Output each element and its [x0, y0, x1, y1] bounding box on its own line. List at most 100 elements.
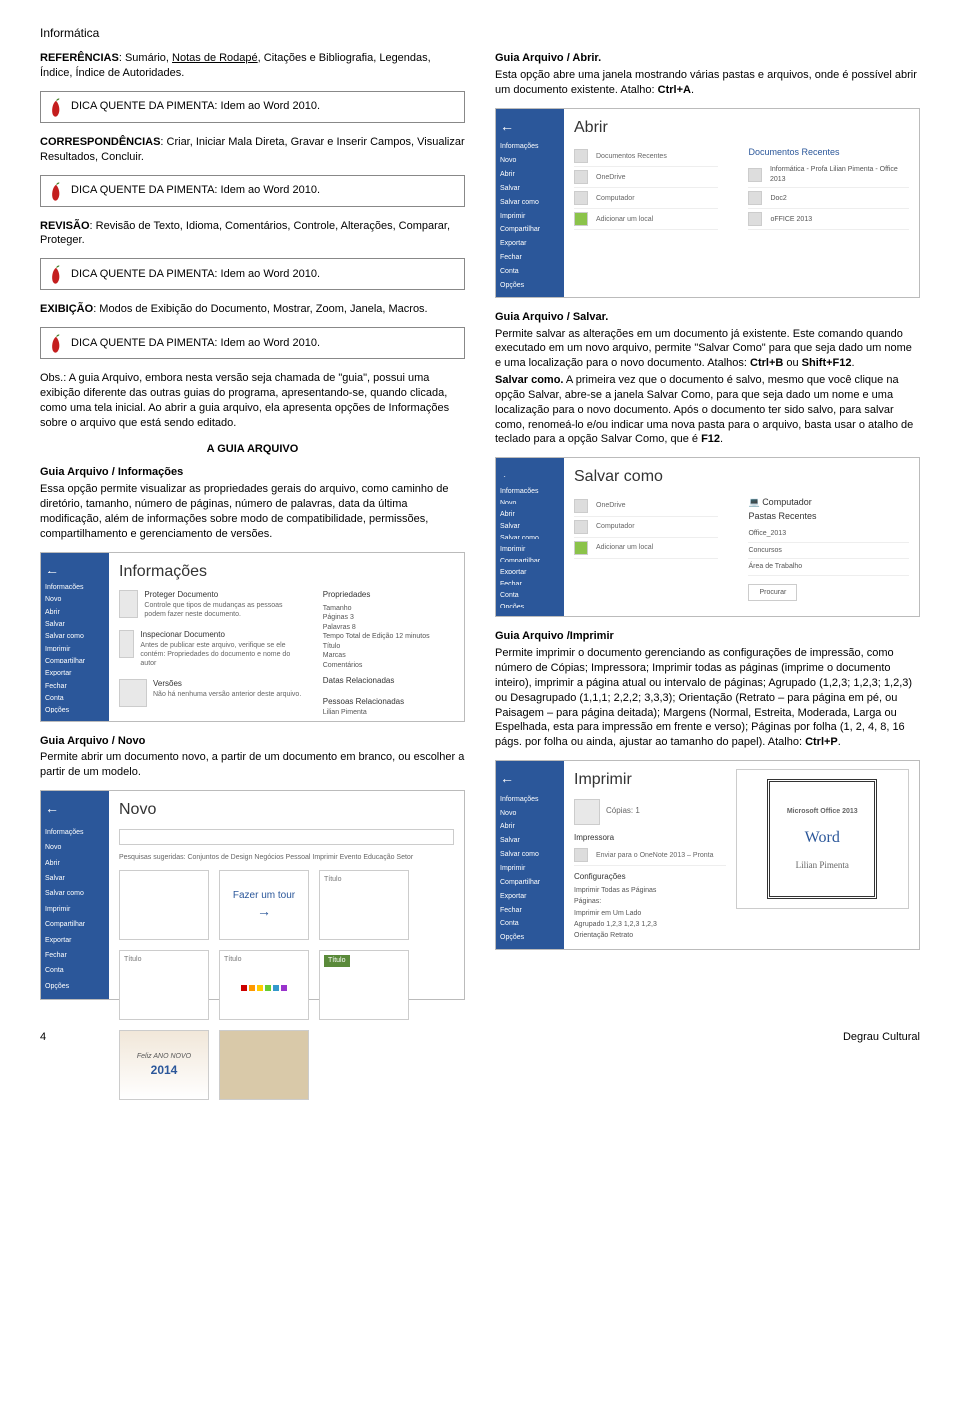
ss-nav: Conta [500, 591, 560, 597]
ss-nav: Abrir [500, 170, 560, 178]
abrir-item: Documentos Recentes [596, 152, 667, 161]
exibicao-section: EXIBIÇÃO: Modos de Exibição do Documento… [40, 302, 465, 317]
ss-nav: Fechar [45, 951, 105, 960]
pasta-item: Concursos [748, 546, 781, 555]
ss-prop: Palavras 8 [323, 623, 454, 632]
screenshot-salvarcomo: ← Informações Novo Abrir Salvar Salvar c… [495, 457, 920, 617]
revisao-label: REVISÃO [40, 220, 90, 232]
salvar-como-label: Salvar como. [495, 374, 563, 386]
ss-proteger-title: Proteger Documento [144, 590, 302, 601]
ss-proteger-sub: Controle que tipos de mudanças as pessoa… [144, 601, 302, 620]
ss-nav: Salvar [500, 836, 560, 844]
salvar-or: ou [783, 357, 801, 369]
tip-box-1: DICA QUENTE DA PIMENTA: Idem ao Word 201… [40, 91, 465, 123]
tip-text-3: DICA QUENTE DA PIMENTA: Idem ao Word 201… [71, 267, 320, 282]
ss-prop: Comentários [323, 661, 454, 670]
ss-nav: Informações [500, 142, 560, 150]
ss-abrir-title: Abrir [574, 117, 909, 139]
preview-brand: Microsoft Office 2013 [787, 807, 858, 816]
ss-datas-title: Datas Relacionadas [323, 676, 454, 687]
tip-box-4: DICA QUENTE DA PIMENTA: Idem ao Word 201… [40, 327, 465, 359]
search-input [119, 829, 454, 845]
ss-autor: Lilian Pimenta [323, 708, 454, 717]
salvarcomo-item: Computador [596, 522, 635, 531]
left-column: REFERÊNCIAS: Sumário, Notas de Rodapé, C… [40, 51, 465, 1012]
doc-icon [748, 191, 762, 205]
footer-brand: Degrau Cultural [843, 1030, 920, 1045]
tpl-titulo-1: Título [319, 870, 409, 940]
tpl-photo [219, 1030, 309, 1100]
recent-item: oFFICE 2013 [770, 215, 812, 224]
salvar-sc3: F12 [701, 433, 720, 445]
inspect-icon [119, 630, 134, 658]
novo-title: Guia Arquivo / Novo [40, 735, 145, 747]
preview-document: Microsoft Office 2013 Word Lilian Piment… [767, 779, 877, 899]
referencias-t1: : Sumário, [119, 52, 172, 64]
ss-prop: Páginas 3 [323, 613, 454, 622]
back-arrow-icon: ← [500, 466, 560, 477]
novo-section: Guia Arquivo / Novo Permite abrir um doc… [40, 734, 465, 781]
ss-nav: Imprimir [45, 645, 105, 651]
computer-icon [574, 191, 588, 205]
tip-text-1: DICA QUENTE DA PIMENTA: Idem ao Word 201… [71, 99, 320, 114]
novo-body: Permite abrir um documento novo, a parti… [40, 750, 465, 780]
abrir-section: Guia Arquivo / Abrir. Esta opção abre um… [495, 51, 920, 98]
ss-versoes-sub: Não há nenhuma versão anterior deste arq… [153, 690, 301, 699]
add-icon [574, 212, 588, 226]
print-preview: Microsoft Office 2013 Word Lilian Piment… [736, 769, 910, 909]
ss-inspecionar-title: Inspecionar Documento [140, 630, 302, 641]
config-item: Orientação Retrato [574, 930, 726, 941]
screenshot-imprimir: ← Informações Novo Abrir Salvar Salvar c… [495, 760, 920, 950]
doc-icon [748, 168, 761, 182]
ss-nav: Fechar [500, 580, 560, 586]
ss-nav: Exportar [500, 239, 560, 247]
salvar-sc2: Shift+F12 [802, 357, 852, 369]
ss-nav: Salvar como [45, 889, 105, 898]
ss-nav: Novo [500, 499, 560, 505]
tip-text-4: DICA QUENTE DA PIMENTA: Idem ao Word 201… [71, 336, 320, 351]
referencias-underline: Notas de Rodapé [172, 52, 258, 64]
correspondencias-section: CORRESPONDÊNCIAS: Criar, Iniciar Mala Di… [40, 135, 465, 165]
ss-prop: Título [323, 642, 454, 651]
templates: Fazer um tour→ Título Título Título Títu… [119, 870, 454, 1100]
ss-nav: Salvar [500, 184, 560, 192]
ss-props-title: Propriedades [323, 590, 454, 601]
exibicao-label: EXIBIÇÃO [40, 303, 93, 315]
onedrive-icon [574, 170, 588, 184]
back-arrow-icon: ← [500, 117, 560, 133]
ss-nav: Informações [45, 828, 105, 837]
ss-nav: Conta [500, 919, 560, 927]
salvar-section: Guia Arquivo / Salvar. Permite salvar as… [495, 310, 920, 448]
pepper-icon [47, 331, 65, 355]
right-column: Guia Arquivo / Abrir. Esta opção abre um… [495, 51, 920, 1012]
ss-nav: Fechar [500, 253, 560, 261]
print-icon [574, 799, 600, 825]
ss-nav: Compartilhar [45, 657, 105, 663]
imprimir-title: Guia Arquivo /Imprimir [495, 630, 614, 642]
tpl-blank [119, 870, 209, 940]
recent-icon [574, 149, 588, 163]
ss-nav: Salvar [45, 620, 105, 626]
computer-icon [574, 520, 588, 534]
imprimir-copias: Cópias: 1 [606, 806, 640, 817]
versions-icon [119, 679, 147, 707]
ss-versoes-title: Versões [153, 679, 301, 690]
tpl-tour: Fazer um tour→ [219, 870, 309, 940]
config-title: Configurações [574, 872, 726, 883]
ss-nav: Opções [45, 706, 105, 712]
abrir-item: Computador [596, 194, 635, 203]
salvarcomo-item: Adicionar um local [596, 543, 653, 552]
ss-nav: Salvar como [45, 632, 105, 638]
config-item: Imprimir em Um Lado [574, 908, 726, 919]
tpl-titulo-bars: Título [219, 950, 309, 1020]
ss-nav: Novo [500, 156, 560, 164]
ss-main: Abrir Documentos Recentes OneDrive Compu… [564, 109, 919, 297]
ss-pessoas-title: Pessoas Relacionadas [323, 697, 454, 708]
ss-nav: Opções [500, 603, 560, 609]
pepper-icon [47, 95, 65, 119]
ss-nav: Compartilhar [500, 225, 560, 233]
ss-nav: Imprimir [45, 905, 105, 914]
ss-nav: Exportar [45, 936, 105, 945]
tip-text-2: DICA QUENTE DA PIMENTA: Idem ao Word 201… [71, 183, 320, 198]
salvar-title: Guia Arquivo / Salvar. [495, 311, 608, 323]
